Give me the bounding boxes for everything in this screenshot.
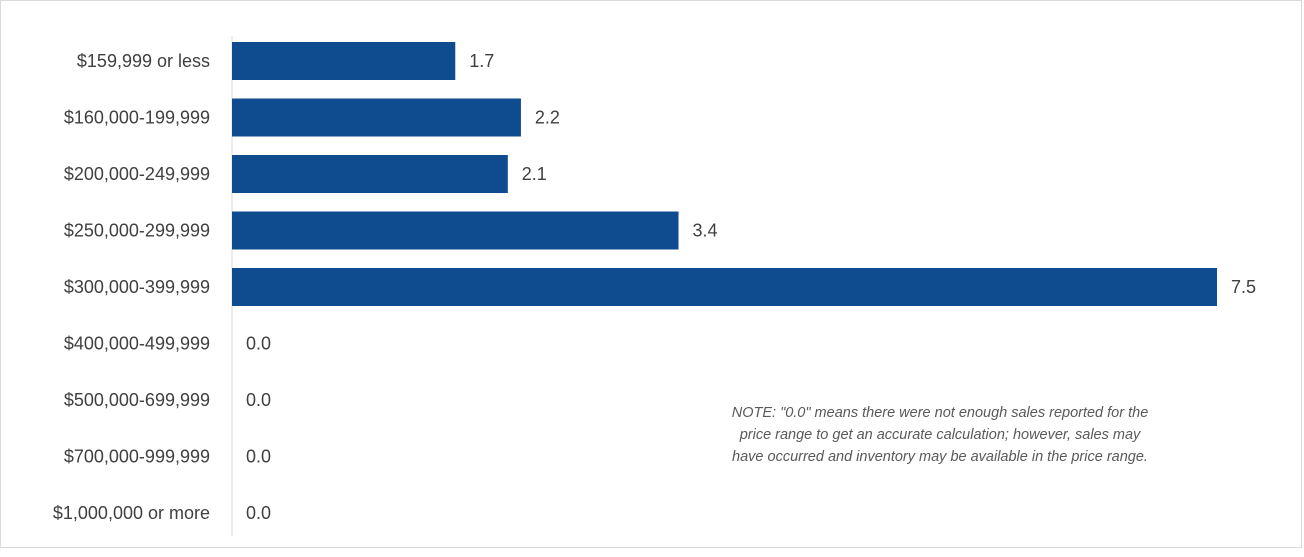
category-label: $159,999 or less: [77, 51, 210, 71]
bar: [232, 211, 679, 250]
bar: [232, 155, 508, 193]
bar: [232, 98, 521, 137]
category-label: $700,000-999,999: [64, 447, 210, 467]
value-label: 2.2: [535, 108, 560, 128]
value-label: 7.5: [1231, 277, 1256, 297]
category-label: $250,000-299,999: [64, 221, 210, 241]
value-label: 0.0: [246, 390, 271, 410]
value-label: 3.4: [693, 221, 718, 241]
value-label: 0.0: [246, 503, 271, 523]
category-label: $400,000-499,999: [64, 334, 210, 354]
category-label: $1,000,000 or more: [53, 503, 210, 523]
note-line: NOTE: "0.0" means there were not enough …: [731, 405, 1149, 421]
note-line: price range to get an accurate calculati…: [739, 427, 1141, 443]
category-label: $300,000-399,999: [64, 277, 210, 297]
category-label: $160,000-199,999: [64, 108, 210, 128]
chart-note: NOTE: "0.0" means there were not enough …: [620, 402, 1260, 468]
category-label: $500,000-699,999: [64, 390, 210, 410]
value-label: 2.1: [522, 164, 547, 184]
bar: [232, 42, 456, 80]
bar: [232, 268, 1217, 306]
value-label: 0.0: [246, 334, 271, 354]
value-label: 1.7: [469, 51, 494, 71]
note-line: have occurred and inventory may be avail…: [732, 449, 1148, 465]
value-label: 0.0: [246, 447, 271, 467]
category-label: $200,000-249,999: [64, 164, 210, 184]
